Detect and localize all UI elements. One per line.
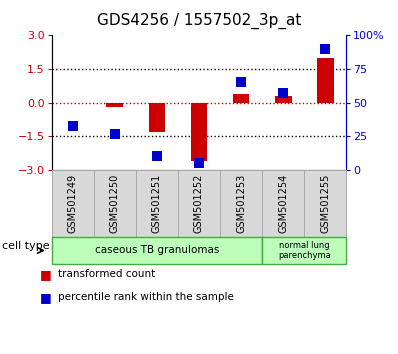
Text: GSM501251: GSM501251: [152, 174, 162, 233]
Bar: [148, 103, 165, 132]
Text: GSM501250: GSM501250: [110, 174, 120, 233]
Text: ■: ■: [40, 291, 52, 304]
Text: normal lung
parenchyma: normal lung parenchyma: [278, 241, 331, 260]
Bar: [233, 94, 250, 103]
Bar: [317, 58, 334, 103]
Text: ■: ■: [40, 268, 52, 281]
Text: GSM501252: GSM501252: [194, 174, 204, 233]
Bar: [191, 103, 207, 161]
Text: caseous TB granulomas: caseous TB granulomas: [95, 245, 219, 256]
Text: GSM501249: GSM501249: [68, 174, 78, 233]
Text: GSM501253: GSM501253: [236, 174, 246, 233]
Text: cell type: cell type: [2, 241, 50, 251]
Text: GSM501254: GSM501254: [278, 174, 288, 233]
Text: GSM501255: GSM501255: [320, 174, 330, 233]
Text: transformed count: transformed count: [58, 269, 155, 279]
Bar: [275, 96, 292, 103]
Text: GDS4256 / 1557502_3p_at: GDS4256 / 1557502_3p_at: [97, 12, 301, 29]
Bar: [106, 103, 123, 107]
Text: percentile rank within the sample: percentile rank within the sample: [58, 292, 234, 302]
